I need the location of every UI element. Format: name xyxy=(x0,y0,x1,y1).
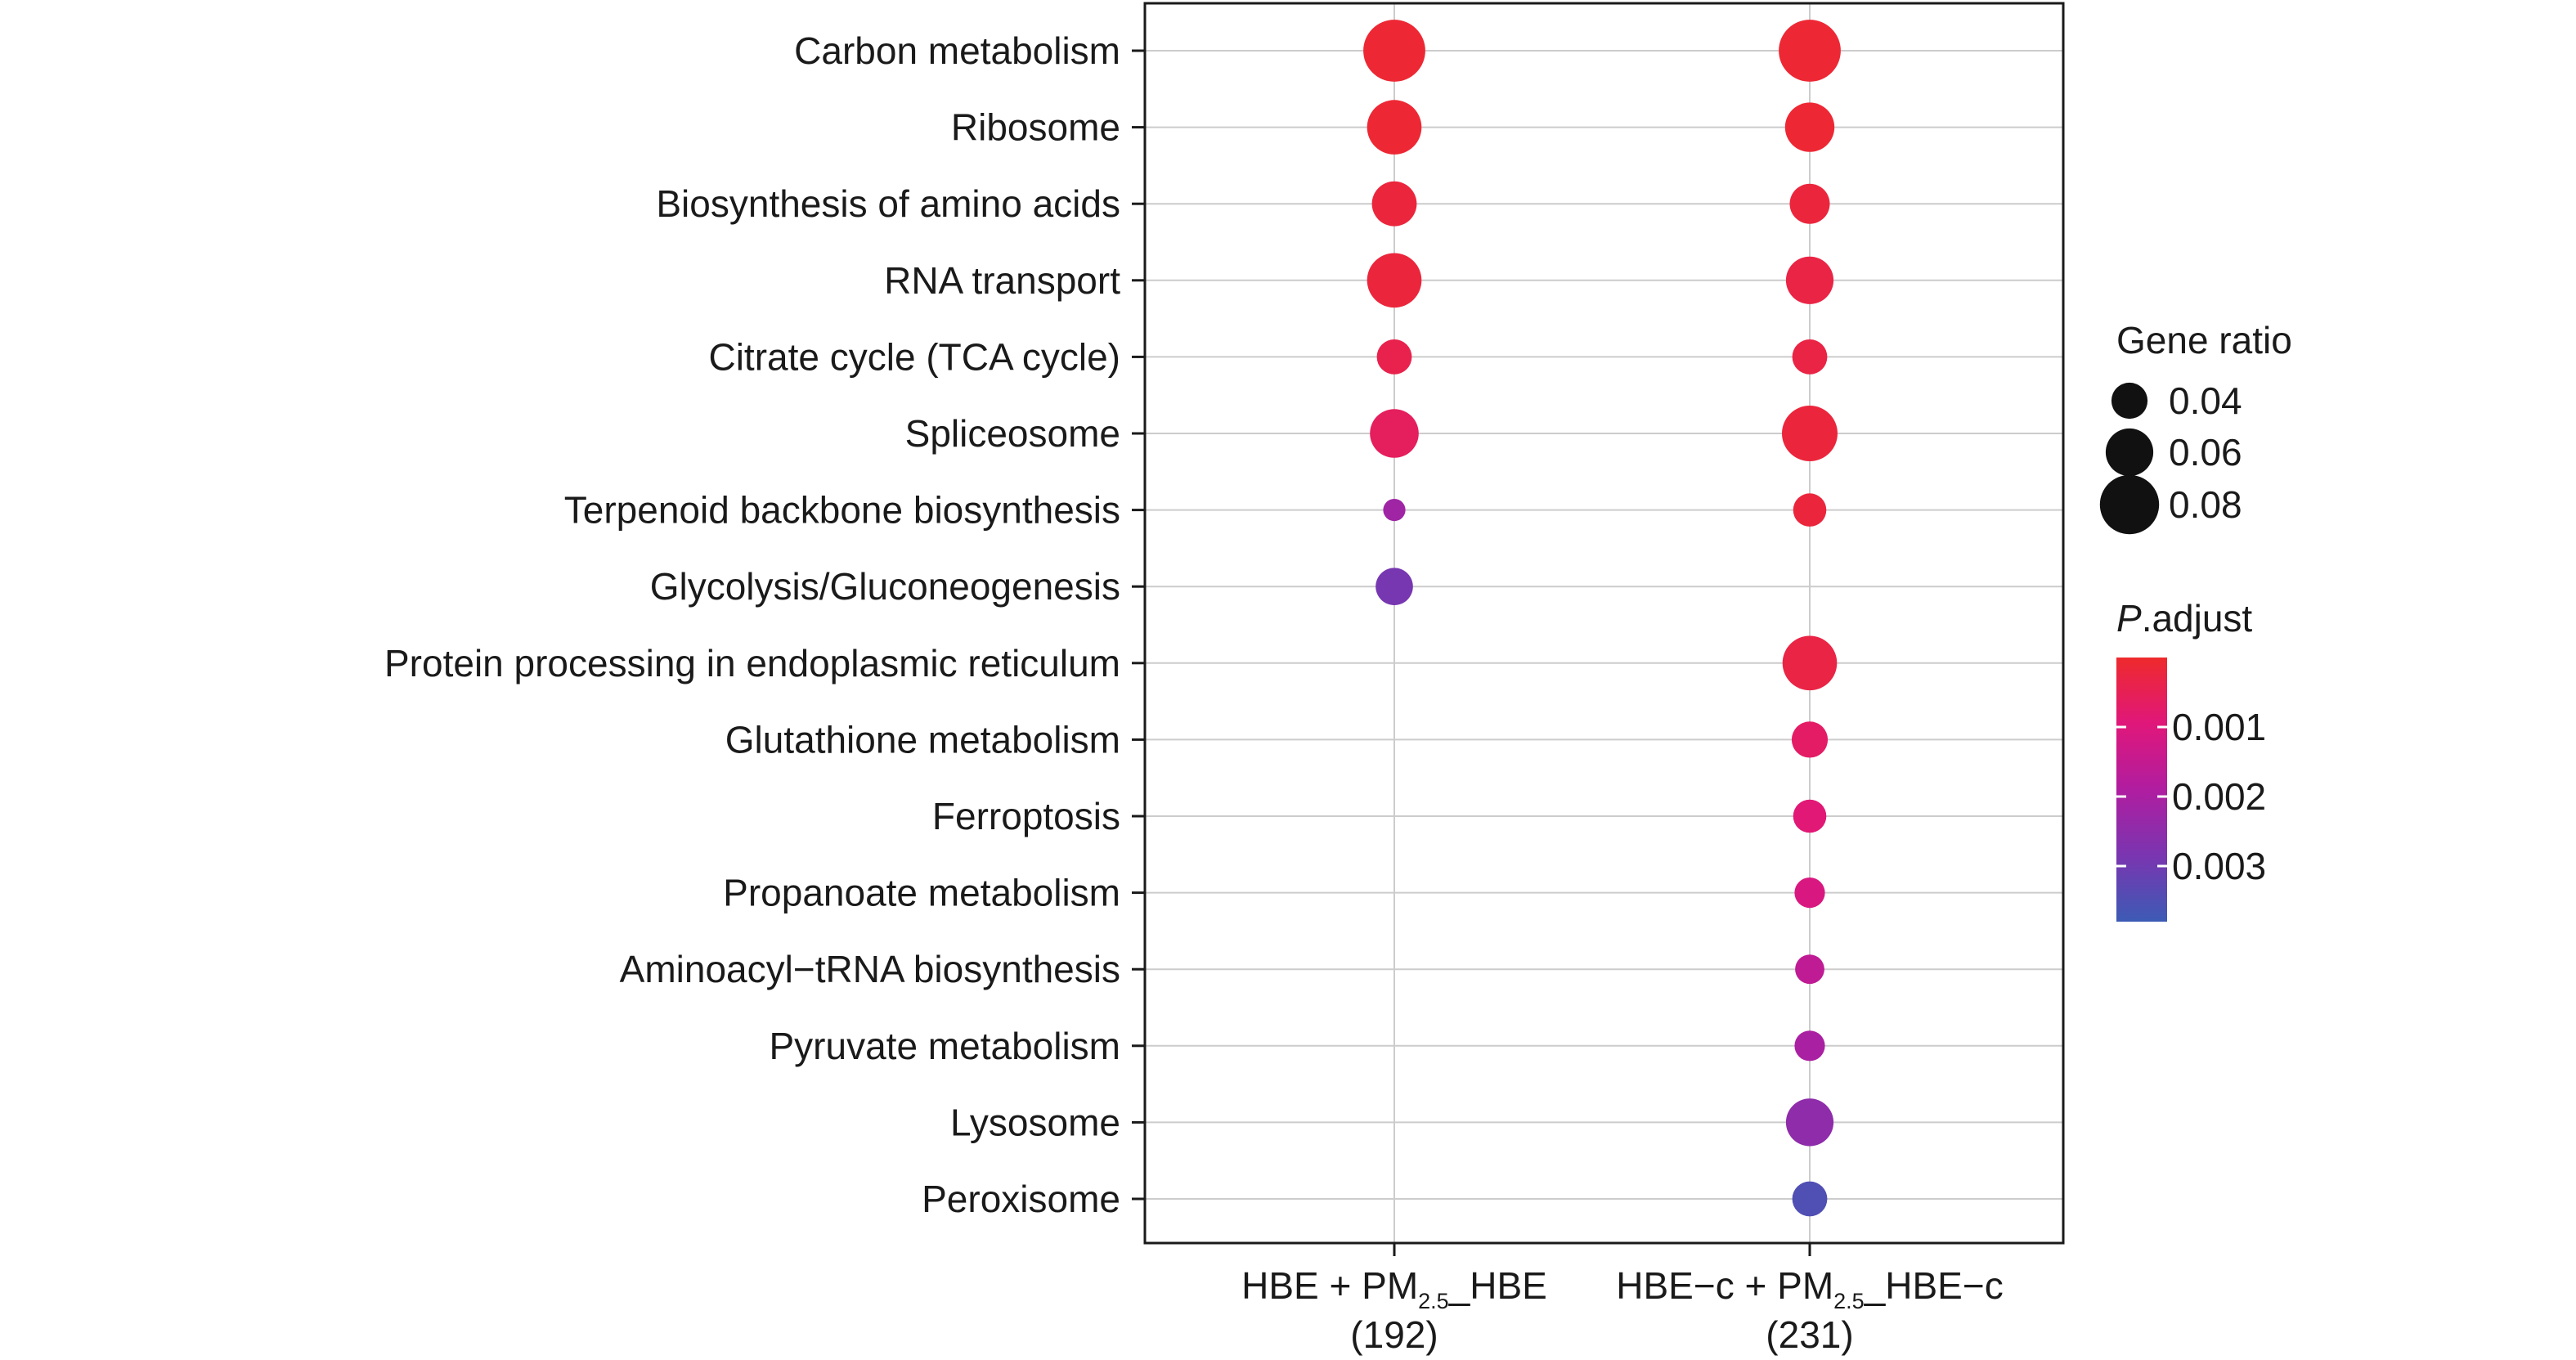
data-point xyxy=(1793,799,1827,833)
data-point xyxy=(1782,635,1838,691)
data-point xyxy=(1367,253,1422,308)
y-tick-label: Glutathione metabolism xyxy=(725,718,1120,761)
data-point xyxy=(1791,721,1829,758)
y-tick-label: Aminoacyl−tRNA biosynthesis xyxy=(620,948,1120,990)
p-adjust-legend-title: P.adjust xyxy=(2116,597,2252,640)
data-point xyxy=(1371,181,1417,227)
gene-ratio-legend-label: 0.06 xyxy=(2169,431,2242,474)
gene-ratio-legend: Gene ratio 0.04 0.06 0.08 xyxy=(2099,319,2292,535)
gene-ratio-legend-key xyxy=(2099,474,2160,535)
y-tick-label: Biosynthesis of amino acids xyxy=(656,182,1120,225)
gene-ratio-legend-label: 0.04 xyxy=(2169,379,2242,422)
y-tick-label: Propanoate metabolism xyxy=(723,872,1120,914)
colorbar-tick-label: 0.003 xyxy=(2172,845,2266,887)
y-tick-label: Peroxisome xyxy=(922,1178,1120,1220)
x-tick-count: (192) xyxy=(1350,1313,1438,1356)
y-tick-label: Ferroptosis xyxy=(932,795,1120,837)
y-tick-label: Protein processing in endoplasmic reticu… xyxy=(384,642,1120,684)
gene-ratio-legend-key xyxy=(2111,382,2148,420)
data-points xyxy=(1363,20,1841,1217)
data-point xyxy=(1779,20,1841,82)
data-point xyxy=(1370,409,1419,458)
y-tick-label: Lysosome xyxy=(950,1101,1120,1143)
y-tick-label: Glycolysis/Gluconeogenesis xyxy=(650,565,1120,608)
data-point xyxy=(1363,20,1425,82)
colorbar-tick-label: 0.001 xyxy=(2172,706,2266,748)
data-point xyxy=(1789,183,1830,224)
gene-ratio-legend-label: 0.08 xyxy=(2169,483,2242,526)
data-point xyxy=(1785,1098,1834,1147)
p-adjust-colorbar xyxy=(2116,658,2167,922)
data-point xyxy=(1794,877,1825,909)
data-point xyxy=(1782,406,1838,461)
colorbar-tick-label: 0.002 xyxy=(2172,775,2266,818)
x-tick-label: HBE + PM2.5_HBE xyxy=(1241,1264,1547,1313)
y-tick-label: Pyruvate metabolism xyxy=(770,1025,1121,1067)
data-point xyxy=(1784,102,1835,152)
data-point xyxy=(1376,568,1413,605)
y-tick-label: RNA transport xyxy=(884,259,1120,302)
x-axis: HBE + PM2.5_HBE(192) HBE−c + PM2.5_HBE−c(… xyxy=(1241,1243,2004,1356)
p-adjust-title-rest: .adjust xyxy=(2142,597,2253,640)
x-tick-label: HBE−c + PM2.5_HBE−c xyxy=(1616,1264,2003,1313)
y-axis: Carbon metabolism Ribosome Biosynthesis of… xyxy=(384,29,1145,1220)
data-point xyxy=(1785,256,1834,304)
gene-ratio-legend-key xyxy=(2105,428,2154,477)
p-adjust-legend: P.adjust 0.001 0.002 0.003 xyxy=(2116,597,2266,922)
x-tick-count: (231) xyxy=(1766,1313,1853,1356)
data-point xyxy=(1367,100,1422,155)
data-point xyxy=(1792,339,1828,375)
data-point xyxy=(1794,1030,1825,1062)
plot-panel xyxy=(1143,2,2065,1245)
y-tick-label: Spliceosome xyxy=(905,412,1120,455)
data-point xyxy=(1793,493,1827,527)
data-point xyxy=(1376,339,1412,375)
grid-lines xyxy=(1145,3,2063,1243)
y-tick-label: Citrate cycle (TCA cycle) xyxy=(708,335,1120,378)
data-point xyxy=(1792,1181,1828,1217)
y-tick-label: Carbon metabolism xyxy=(794,29,1120,72)
data-point xyxy=(1383,499,1406,522)
y-tick-label: Terpenoid backbone biosynthesis xyxy=(564,489,1120,532)
data-point xyxy=(1795,954,1824,985)
y-tick-label: Ribosome xyxy=(951,106,1120,149)
gene-ratio-legend-title: Gene ratio xyxy=(2116,319,2292,361)
p-adjust-title-italic: P xyxy=(2116,597,2142,640)
